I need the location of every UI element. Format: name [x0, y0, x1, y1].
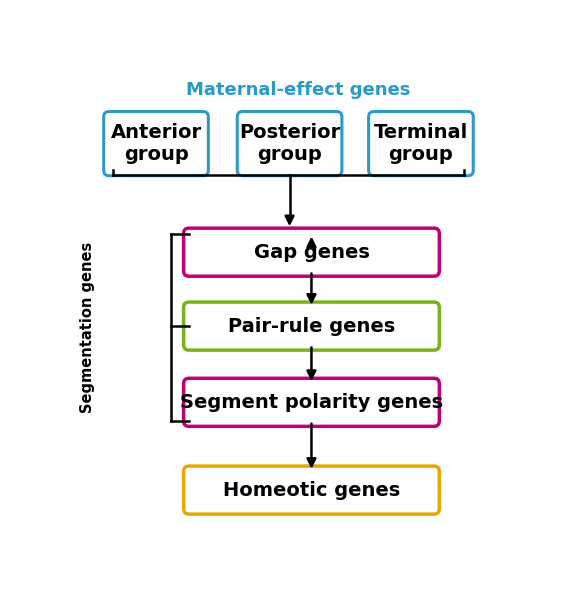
Text: Anterior
group: Anterior group	[110, 123, 202, 164]
FancyBboxPatch shape	[184, 228, 440, 276]
Text: Maternal-effect genes: Maternal-effect genes	[186, 82, 411, 100]
Text: Terminal
group: Terminal group	[374, 123, 468, 164]
FancyBboxPatch shape	[184, 302, 440, 350]
FancyBboxPatch shape	[104, 112, 208, 176]
Text: Segmentation genes: Segmentation genes	[80, 242, 95, 413]
FancyBboxPatch shape	[368, 112, 473, 176]
Text: Homeotic genes: Homeotic genes	[223, 481, 400, 500]
Text: Pair-rule genes: Pair-rule genes	[228, 317, 395, 335]
Text: Zygotic genes: Zygotic genes	[219, 229, 360, 247]
Text: Posterior
group: Posterior group	[239, 123, 340, 164]
Text: Segment polarity genes: Segment polarity genes	[180, 393, 443, 412]
FancyBboxPatch shape	[237, 112, 342, 176]
FancyBboxPatch shape	[184, 379, 440, 427]
Text: Gap genes: Gap genes	[254, 242, 370, 262]
FancyBboxPatch shape	[184, 466, 440, 514]
